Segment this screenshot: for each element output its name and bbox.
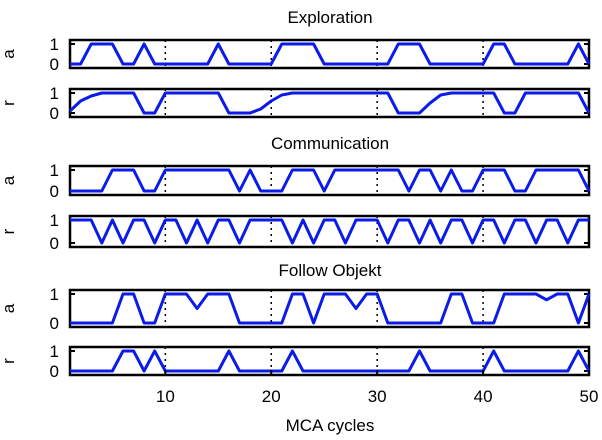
y-tick-label: 0: [50, 234, 59, 253]
y-axis-label: a: [0, 175, 18, 185]
chart-group: Communication 0 1 a 0 1 r: [0, 134, 591, 253]
group-title: Follow Objekt: [279, 261, 382, 280]
series-line: [70, 349, 591, 373]
x-tick-label: 50: [580, 387, 599, 406]
chart-groups: Exploration01a01rCommunication01a01rFoll…: [0, 8, 591, 381]
y-axis-label: r: [0, 228, 18, 234]
panel-frame: [68, 288, 591, 329]
x-axis-label: MCA cycles: [286, 416, 375, 435]
y-tick-label: 1: [50, 35, 59, 54]
y-tick-label: 1: [50, 211, 59, 230]
y-tick-label: 0: [50, 362, 59, 381]
x-axis: 10 20 30 40 50: [156, 370, 599, 406]
y-tick-label: 0: [50, 55, 59, 74]
panel: 0 1 r: [0, 211, 591, 253]
group-title: Communication: [271, 134, 389, 153]
x-tick-label: 40: [474, 387, 493, 406]
panel: 01 a: [0, 35, 591, 74]
y-tick-label: 1: [50, 285, 59, 304]
series-line: [70, 292, 591, 325]
panel: 0 1 a: [0, 161, 591, 201]
x-tick-label: 20: [262, 387, 281, 406]
series-line: [68, 91, 591, 115]
group-title: Exploration: [287, 8, 372, 27]
series-line: [70, 168, 591, 193]
y-axis-label: a: [0, 303, 18, 313]
panel: 0 1 a: [0, 285, 591, 333]
y-tick-label: 1: [50, 84, 59, 103]
series-line: [70, 218, 589, 245]
y-tick-label: 1: [50, 342, 59, 361]
panel: 01 r: [0, 342, 591, 381]
y-tick-label: 0: [50, 104, 59, 123]
y-tick-label: 0: [50, 182, 59, 201]
panel: 01 r: [0, 84, 591, 123]
y-tick-label: 1: [50, 161, 59, 180]
x-tick-label: 10: [156, 387, 175, 406]
y-tick-label: 0: [50, 314, 59, 333]
y-axis-label: a: [0, 49, 18, 59]
y-axis-label: r: [0, 358, 18, 364]
series-line: [70, 42, 591, 66]
x-tick-label: 30: [368, 387, 387, 406]
y-axis-label: r: [0, 100, 18, 106]
